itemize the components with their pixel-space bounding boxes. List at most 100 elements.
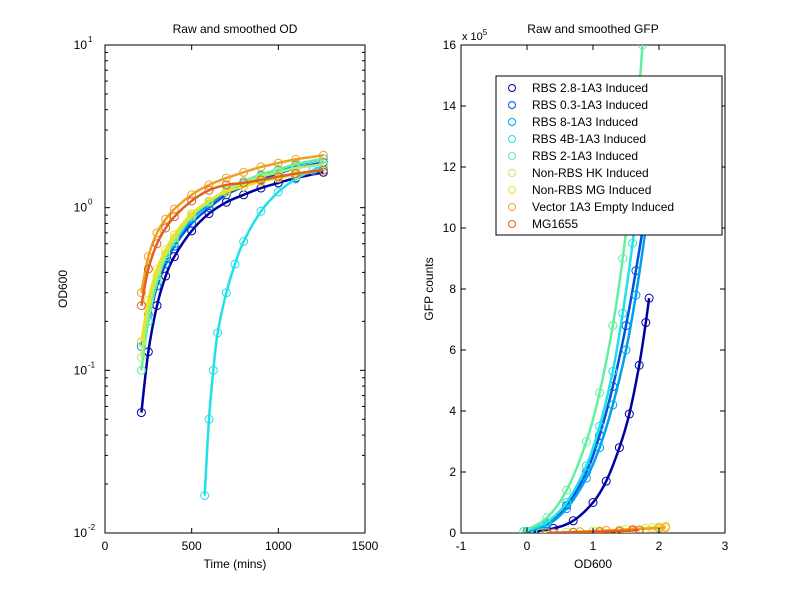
y-tick-label: 8: [449, 282, 456, 296]
gfp-plot-xlabel: OD600: [574, 557, 612, 571]
x-tick-label: -1: [456, 539, 467, 553]
plot-area: [136, 150, 328, 501]
legend-item: Vector 1A3 Empty Induced: [508, 200, 674, 214]
legend-label: RBS 0.3-1A3 Induced: [532, 98, 648, 112]
legend-label: RBS 8-1A3 Induced: [532, 115, 638, 129]
smoothed-line: [526, 151, 657, 533]
legend-marker: [508, 118, 516, 126]
legend-item: RBS 0.3-1A3 Induced: [508, 98, 648, 112]
y-tick-label: 10: [74, 526, 88, 540]
smoothed-line: [140, 154, 324, 293]
legend-marker: [508, 152, 516, 160]
data-point: [595, 443, 605, 453]
data-point: [221, 187, 231, 197]
y-tick-exponent: -2: [88, 523, 96, 532]
legend-label: RBS 2.8-1A3 Induced: [532, 81, 648, 95]
data-point: [588, 498, 598, 507]
data-point: [273, 187, 283, 197]
data-point: [601, 476, 611, 486]
data-point: [152, 228, 162, 238]
data-point: [152, 264, 162, 274]
data-point: [568, 516, 578, 526]
gfp-y-multiplier: x 105: [462, 28, 488, 43]
legend-marker: [508, 101, 516, 109]
data-point: [204, 185, 214, 195]
legend-box: [495, 75, 723, 236]
y-tick-label: 2: [449, 465, 456, 479]
gfp-legend: RBS 2.8-1A3 Induced RBS 0.3-1A3 Induced RB…: [495, 75, 723, 236]
od-plot-xlabel: Time (mins): [204, 557, 267, 571]
x-tick-label: 500: [182, 539, 202, 553]
data-point: [614, 443, 624, 453]
y-tick-label: 10: [74, 38, 88, 52]
series-9: [136, 165, 328, 311]
data-point: [230, 259, 240, 269]
data-point: [221, 197, 231, 207]
y-tick-exponent: 1: [88, 35, 93, 44]
data-point: [161, 214, 171, 224]
data-point: [256, 206, 266, 216]
data-point: [562, 485, 572, 495]
x-tick-label: 0: [102, 539, 109, 553]
smoothed-line: [140, 168, 324, 342]
y-tick-exponent: -1: [88, 360, 96, 369]
data-point: [581, 473, 591, 483]
gfp-plot-ylabel: GFP counts: [422, 257, 436, 320]
y-tick-label: 10: [74, 363, 88, 377]
y-tick-label: 0: [449, 526, 456, 540]
legend-marker: [508, 203, 516, 211]
data-point: [169, 230, 179, 240]
x-tick-label: 2: [656, 539, 663, 553]
x-tick-label: 1500: [352, 539, 379, 553]
od-plot: Raw and smoothed OD Time (mins) OD600 0 5…: [56, 22, 379, 571]
data-point: [169, 252, 179, 262]
y-tick-label: 16: [443, 38, 457, 52]
smoothed-line: [546, 528, 640, 533]
y-tick-label: 12: [443, 160, 457, 174]
od-plot-ylabel: OD600: [56, 270, 70, 308]
legend-label: MG1655: [532, 217, 578, 231]
y-tick-label: 10: [74, 201, 88, 215]
y-tick-label: 10: [443, 221, 457, 235]
legend-marker: [508, 186, 516, 194]
data-point: [187, 226, 197, 236]
y-tick-label: 6: [449, 343, 456, 357]
y-tick-exponent: 0: [88, 198, 93, 207]
legend-marker: [508, 169, 516, 177]
legend-label: RBS 2-1A3 Induced: [532, 149, 638, 163]
x-tick-label: 1: [590, 539, 597, 553]
data-point: [169, 212, 179, 222]
series-1: [529, 293, 654, 533]
data-point: [239, 236, 249, 246]
legend-marker: [508, 135, 516, 143]
smoothed-line: [533, 297, 651, 533]
data-point: [161, 245, 171, 255]
data-point: [548, 528, 558, 533]
legend-item: MG1655: [508, 217, 578, 231]
od-plot-axes-box: [104, 44, 366, 534]
series-9: [542, 525, 644, 533]
data-point: [542, 513, 552, 523]
y-tick-label: 14: [443, 99, 457, 113]
data-point: [519, 526, 529, 533]
legend-item: RBS 4B-1A3 Induced: [508, 132, 646, 146]
x-tick-label: 3: [722, 539, 729, 553]
data-point: [187, 190, 197, 200]
legend-marker: [508, 220, 516, 228]
legend-label: Non-RBS MG Induced: [532, 183, 651, 197]
smoothed-line: [140, 168, 324, 306]
gfp-plot-title: Raw and smoothed GFP: [527, 22, 658, 36]
y-tick-label: 4: [449, 404, 456, 418]
series-1: [136, 167, 328, 418]
legend-label: RBS 4B-1A3 Induced: [532, 132, 646, 146]
smoothed-line: [526, 166, 654, 533]
x-tick-label: 0: [524, 539, 531, 553]
od-plot-title: Raw and smoothed OD: [173, 22, 298, 36]
data-point: [542, 528, 552, 533]
data-point: [161, 223, 171, 233]
data-point: [562, 498, 572, 507]
data-point: [204, 209, 214, 219]
legend-item: Non-RBS HK Induced: [508, 166, 649, 180]
data-point: [152, 239, 162, 249]
